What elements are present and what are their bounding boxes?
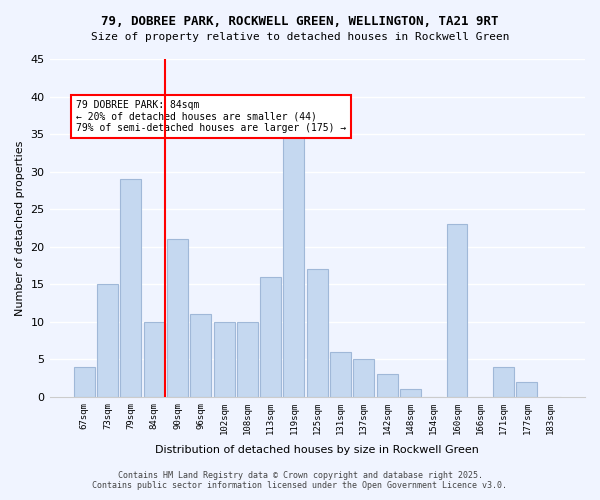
Bar [144,322,165,397]
Bar [283,126,304,397]
Y-axis label: Number of detached properties: Number of detached properties [15,140,25,316]
Bar [517,382,538,397]
Bar [167,239,188,397]
Bar [237,322,258,397]
Bar [260,276,281,397]
Bar [446,224,467,397]
Bar [330,352,351,397]
X-axis label: Distribution of detached houses by size in Rockwell Green: Distribution of detached houses by size … [155,445,479,455]
Text: Contains HM Land Registry data © Crown copyright and database right 2025.
Contai: Contains HM Land Registry data © Crown c… [92,470,508,490]
Bar [353,359,374,397]
Bar [74,367,95,397]
Text: Size of property relative to detached houses in Rockwell Green: Size of property relative to detached ho… [91,32,509,42]
Bar [121,179,142,397]
Bar [190,314,211,397]
Bar [493,367,514,397]
Bar [307,269,328,397]
Bar [377,374,398,397]
Bar [400,390,421,397]
Bar [214,322,235,397]
Text: 79 DOBREE PARK: 84sqm
← 20% of detached houses are smaller (44)
79% of semi-deta: 79 DOBREE PARK: 84sqm ← 20% of detached … [76,100,347,132]
Bar [97,284,118,397]
Text: 79, DOBREE PARK, ROCKWELL GREEN, WELLINGTON, TA21 9RT: 79, DOBREE PARK, ROCKWELL GREEN, WELLING… [101,15,499,28]
